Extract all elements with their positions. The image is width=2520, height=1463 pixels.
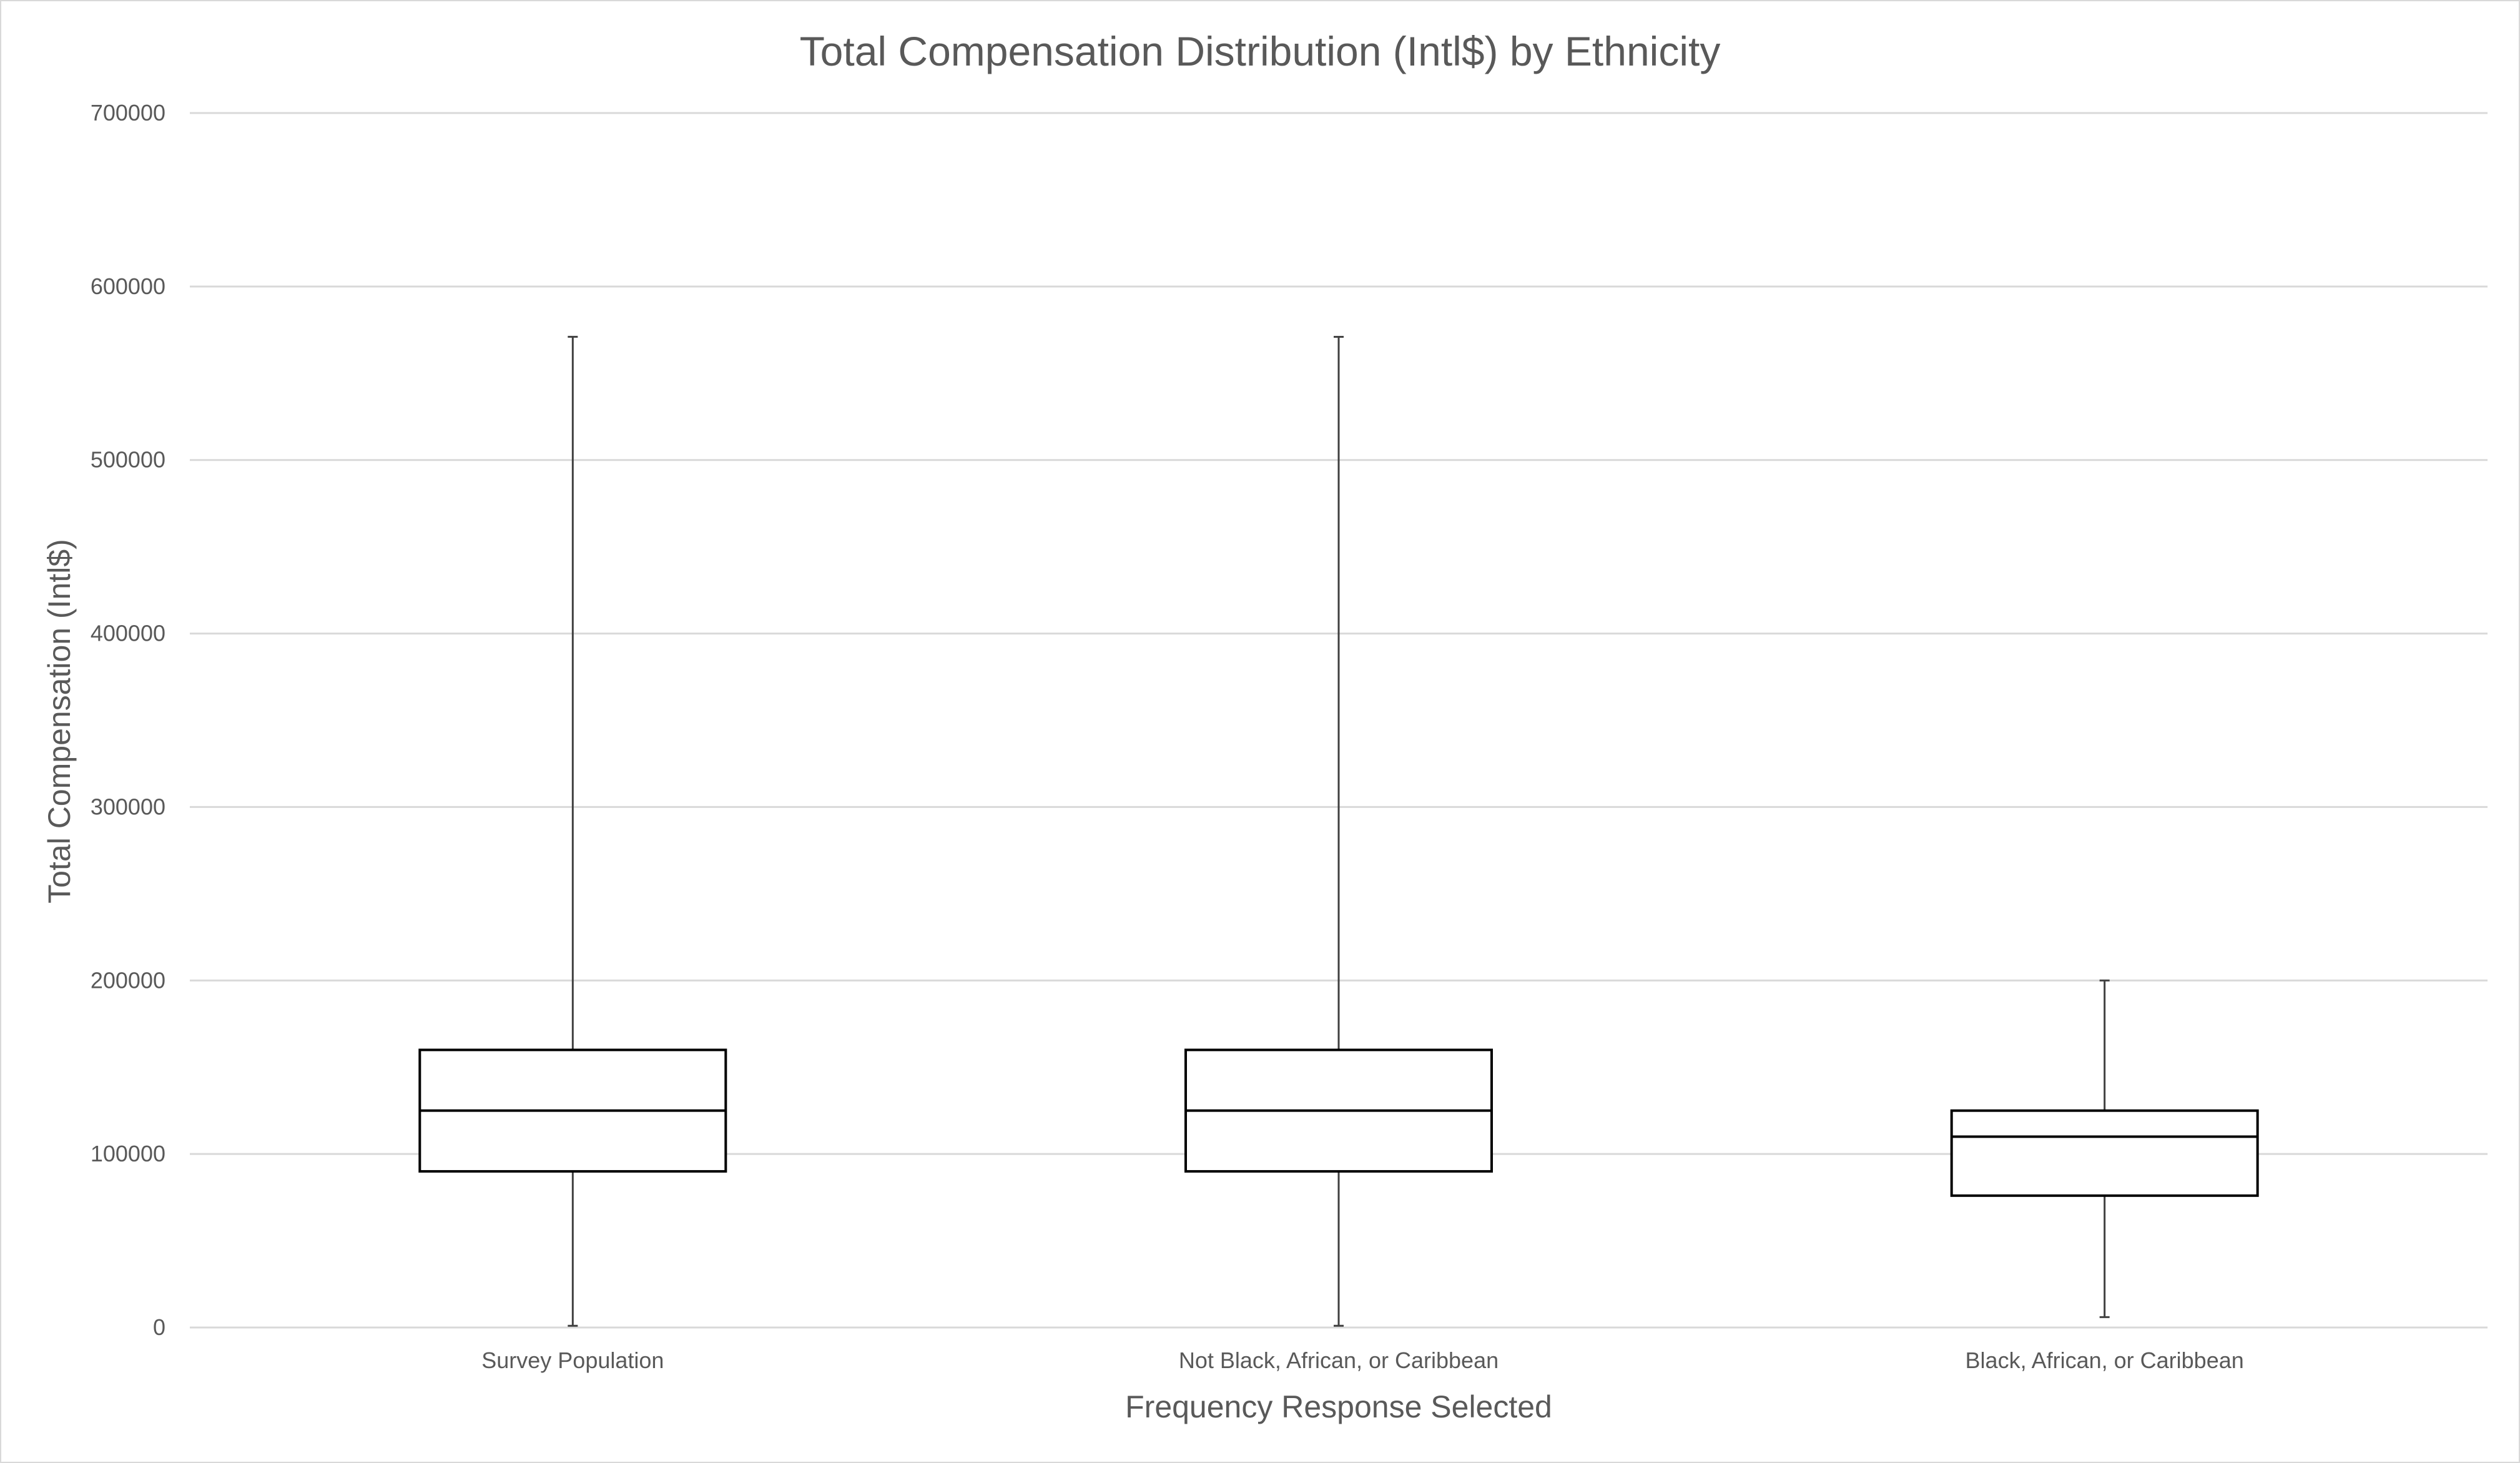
iqr-box	[1950, 1109, 2259, 1197]
y-tick-label-500000: 500000	[91, 447, 165, 473]
chart-title: Total Compensation Distribution (Intl$) …	[800, 28, 1721, 74]
y-tick-label-100000: 100000	[91, 1141, 165, 1166]
x-tick-label-2: Not Black, African, or Caribbean	[1179, 1347, 1499, 1373]
box-1	[418, 335, 727, 1327]
x-tick-labels: Survey Population Not Black, African, or …	[481, 1347, 2244, 1373]
box-plot-series	[418, 335, 2259, 1327]
y-tick-label-200000: 200000	[91, 967, 165, 993]
y-tick-label-700000: 700000	[91, 100, 165, 126]
y-axis-title: Total Compensation (Intl$)	[42, 539, 77, 904]
y-tick-label-400000: 400000	[91, 621, 165, 646]
box-2	[1184, 335, 1493, 1327]
x-tick-label-3: Black, African, or Caribbean	[1966, 1347, 2244, 1373]
y-tick-labels: 0 100000 200000 300000 400000 500000 600000 700…	[91, 100, 165, 1340]
y-tick-label-0: 0	[153, 1314, 165, 1340]
x-axis-title: Frequency Response Selected	[1125, 1389, 1552, 1424]
y-tick-label-300000: 300000	[91, 794, 165, 819]
x-tick-label-1: Survey Population	[481, 1347, 664, 1373]
y-tick-label-600000: 600000	[91, 273, 165, 299]
box-3	[1950, 979, 2259, 1318]
